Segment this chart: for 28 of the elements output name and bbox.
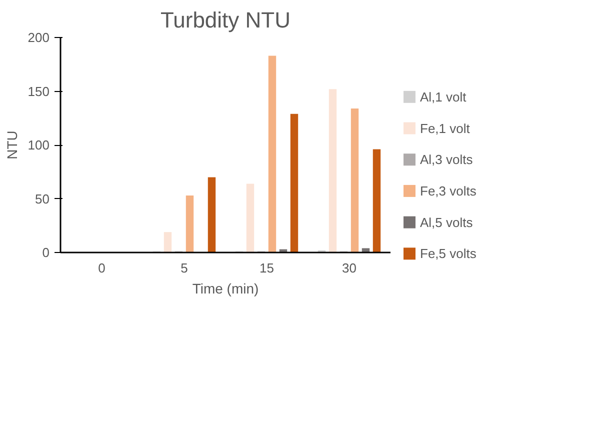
bar — [362, 248, 370, 252]
legend-label: Al,5 volts — [420, 214, 474, 230]
y-tick-label: 150 — [28, 84, 50, 99]
y-tick-label: 200 — [28, 30, 50, 45]
bar — [290, 114, 298, 252]
bar — [246, 184, 254, 252]
legend-label: Fe,5 volts — [420, 246, 477, 262]
y-tick-label: 100 — [28, 138, 50, 152]
legend-label: Fe,3 volts — [420, 183, 477, 198]
bar — [372, 149, 381, 252]
y-tick-label: 0 — [42, 245, 50, 260]
legend-label: Al,3 volts — [420, 152, 474, 168]
bar — [268, 56, 276, 252]
bar — [208, 177, 216, 252]
x-tick-label: 5 — [180, 260, 188, 276]
y-axis-title: NTU — [4, 130, 20, 160]
bar — [164, 232, 172, 252]
chart-title: Turbdity NTU — [160, 8, 290, 32]
legend-label: Fe,1 volt — [420, 120, 470, 136]
x-tick-label: 30 — [342, 260, 356, 276]
bar — [350, 108, 359, 252]
x-axis-title: Time (min) — [192, 280, 259, 296]
x-tick-label: 15 — [260, 260, 274, 276]
bar — [328, 89, 337, 252]
legend-label: Al,1 volt — [420, 89, 467, 104]
x-tick-label: 0 — [98, 260, 106, 276]
bar — [186, 196, 194, 252]
y-tick-label: 50 — [35, 191, 50, 206]
